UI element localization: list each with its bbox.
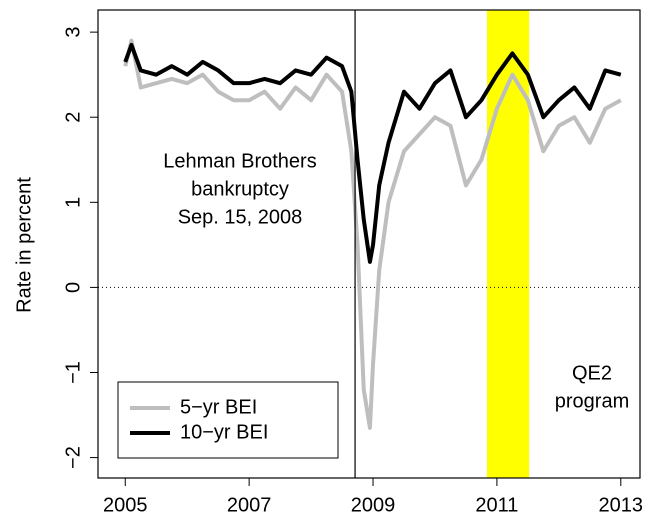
x-tick-label: 2007 [227, 494, 272, 516]
annotation: QE2 [572, 362, 612, 384]
x-tick-label: 2009 [351, 494, 396, 516]
annotation: Lehman Brothers [163, 150, 316, 172]
series-line [123, 42, 622, 264]
x-tick-label: 2011 [475, 494, 518, 516]
x-tick-label: 2005 [103, 494, 148, 516]
plot-box [97, 9, 641, 479]
legend-label: 10−yr BEI [180, 421, 268, 443]
y-tick-label: −2 [62, 446, 84, 469]
y-tick-label: 1 [62, 197, 84, 208]
annotation: program [555, 390, 629, 412]
y-tick-label: 3 [62, 27, 84, 38]
y-tick-label: −1 [62, 361, 84, 384]
x-tick-label: 2013 [599, 494, 644, 516]
annotation: bankruptcy [191, 178, 289, 200]
y-axis-label: Rate in percent [13, 177, 35, 313]
series-line [123, 38, 622, 430]
annotation: Sep. 15, 2008 [178, 206, 303, 228]
y-tick-label: 0 [62, 282, 84, 293]
legend-box [117, 381, 339, 459]
legend-label: 5−yr BEI [180, 396, 257, 418]
y-tick-label: 2 [62, 112, 84, 123]
